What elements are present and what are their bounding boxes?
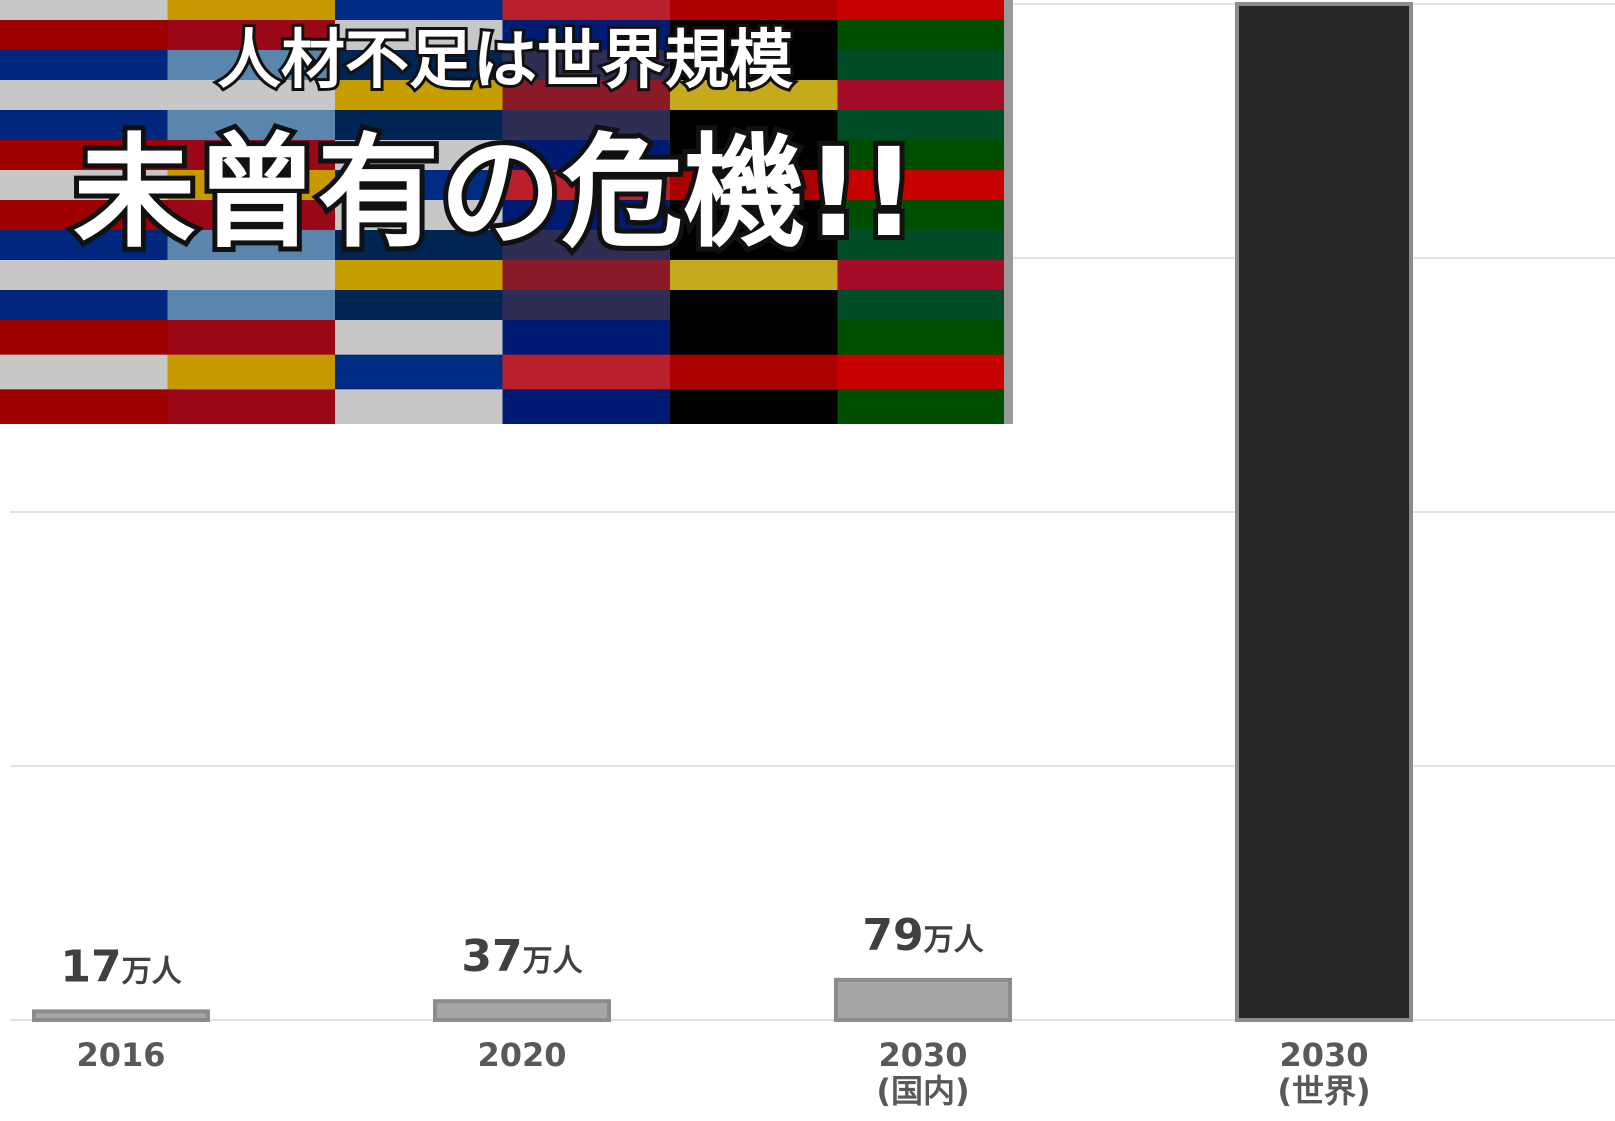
flag-stripe [167,354,335,390]
flag-stripe [0,170,168,200]
image-edge [1004,0,1013,424]
x-tick-label: 2030 (国内) [876,1036,969,1110]
flag-stripe [670,354,838,390]
flag-stripe [0,0,168,20]
image-shade [0,0,1013,424]
flag-stripe [167,0,335,20]
flag-stripe [837,354,1005,390]
flag-stripe [0,80,168,110]
flag-stripe [837,0,1005,20]
overlay-headline: 人材不足は世界規模 [217,24,793,98]
flag-stripe [167,260,335,290]
flag-stripe [670,0,838,20]
bar [32,1009,210,1023]
bar [1235,2,1413,1022]
flag-stripe [167,80,335,110]
bar [433,999,611,1022]
flag-stripe [502,260,670,290]
flag-stripe [0,354,168,390]
flag-stripe [167,170,335,200]
value-label: 37万人 [461,931,582,982]
flag-stripe [670,170,838,200]
flag-stripe [335,80,503,110]
flag-stripe [502,170,670,200]
flag-stripe [502,0,670,20]
flag-stripe [502,354,670,390]
x-tick-label: 2016 [76,1036,165,1074]
flag-stripe [502,80,670,110]
bar [834,977,1012,1022]
flag-stripe [335,170,503,200]
flag-stripe [335,354,503,390]
value-label: 79万人 [862,910,983,961]
x-tick-label: 2020 [477,1036,566,1074]
flag-stripe [335,260,503,290]
value-label: 17万人 [60,941,181,992]
flag-stripe [837,80,1005,110]
flag-stripe [837,170,1005,200]
flag-stripe [335,0,503,20]
flags-image: 人材不足は世界規模 未曾有の危機!! [0,0,1013,424]
flag-stripe [0,260,168,290]
flag-stripe [670,260,838,290]
overlay-subheadline: 未曾有の危機!! [73,122,916,264]
flag-stripe [670,80,838,110]
flag-stripe [837,260,1005,290]
x-tick-label: 2030 (世界) [1277,1036,1370,1110]
